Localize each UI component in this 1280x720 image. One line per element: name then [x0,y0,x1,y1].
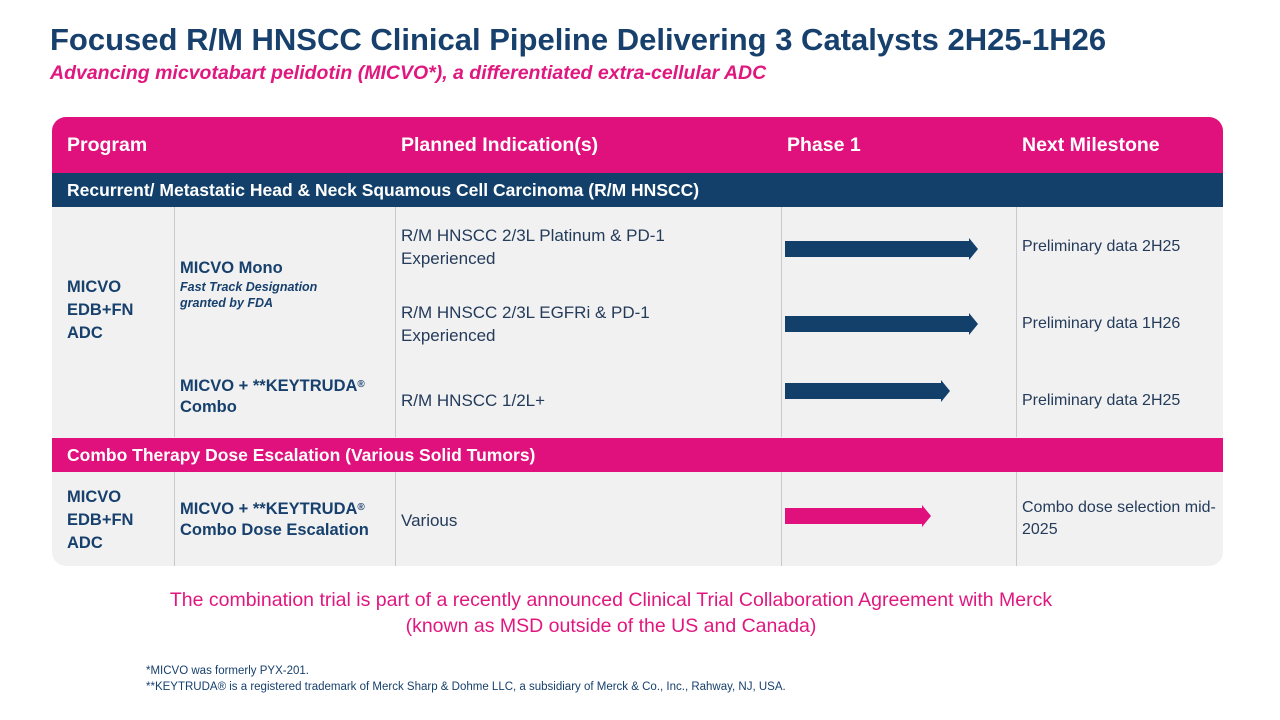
indication-cell: R/M HNSCC 2/3L EGFRi & PD-1 Experienced [401,303,650,345]
combo-name-prefix: MICVO + **KEYTRUDA [180,377,358,395]
mono-program-cell: MICVO Mono Fast Track Designation grante… [180,258,317,311]
combo-name-suffix: Combo [180,398,237,416]
program-cell: MICVO EDB+FN ADC [67,278,134,342]
milestone-cell: Preliminary data 1H26 [1022,315,1181,332]
phase-progress-arrow [785,380,950,402]
divider [1016,472,1017,566]
merck-collaboration-note: The combination trial is part of a recen… [0,587,1222,639]
progress-arrow-combo [785,505,931,527]
indication-cell: R/M HNSCC 1/2L+ [401,391,546,410]
indication-cell: Various [401,511,458,530]
note-line1: The combination trial is part of a recen… [169,589,1053,611]
combo-program-cell: MICVO + **KEYTRUDA® Combo [180,376,365,418]
mono-name: MICVO Mono [180,259,283,277]
phase-progress-arrow [785,238,978,260]
divider [395,472,396,566]
section-title-hnscc: Recurrent/ Metastatic Head & Neck Squamo… [67,180,700,200]
milestone-cell: Combo dose selection mid-2025 [1022,499,1216,538]
table-header: Program Planned Indication(s) Phase 1 Ne… [52,117,1223,173]
header-milestone: Next Milestone [1022,134,1160,156]
pipeline-table: Program Planned Indication(s) Phase 1 Ne… [52,117,1223,566]
divider [781,472,782,566]
fast-track-note-line2: granted by FDA [180,296,274,310]
divider [174,472,175,566]
combo-escalation-name-suffix: Combo Dose Escalation [180,521,369,539]
section-title-combo: Combo Therapy Dose Escalation (Various S… [67,445,536,465]
registered-mark: ® [357,379,365,390]
progress-arrow-row3 [785,380,950,402]
program-cell: MICVO EDB+FN ADC [67,488,134,552]
page-title: Focused R/M HNSCC Clinical Pipeline Deli… [50,22,1107,57]
section-band-hnscc: Recurrent/ Metastatic Head & Neck Squamo… [52,173,1223,207]
header-indication: Planned Indication(s) [401,134,599,156]
phase-progress-arrow [785,505,931,527]
indication-cell: R/M HNSCC 2/3L Platinum & PD-1 Experienc… [401,226,665,268]
milestone-cell: Preliminary data 2H25 [1022,392,1181,409]
phase-progress-arrow [785,313,978,335]
page-subtitle: Advancing micvotabart pelidotin (MICVO*)… [50,62,767,84]
divider [1016,207,1017,437]
combo-escalation-name-prefix: MICVO + **KEYTRUDA [180,500,358,518]
progress-arrow-row1 [785,238,978,260]
registered-mark: ® [357,502,365,513]
section-band-combo: Combo Therapy Dose Escalation (Various S… [52,438,1223,472]
header-program: Program [67,134,148,156]
divider [395,207,396,437]
footnote-keytruda: **KEYTRUDA® is a registered trademark of… [146,681,786,693]
footnote-micvo: *MICVO was formerly PYX-201. [146,665,309,677]
fast-track-note-line1: Fast Track Designation [180,280,318,294]
divider [174,207,175,437]
combo-escalation-program-cell: MICVO + **KEYTRUDA® Combo Dose Escalatio… [180,499,369,541]
divider [781,207,782,437]
note-line2: (known as MSD outside of the US and Cana… [405,615,817,637]
milestone-cell: Preliminary data 2H25 [1022,238,1181,255]
progress-arrow-row2 [785,313,978,335]
header-phase: Phase 1 [787,134,861,156]
